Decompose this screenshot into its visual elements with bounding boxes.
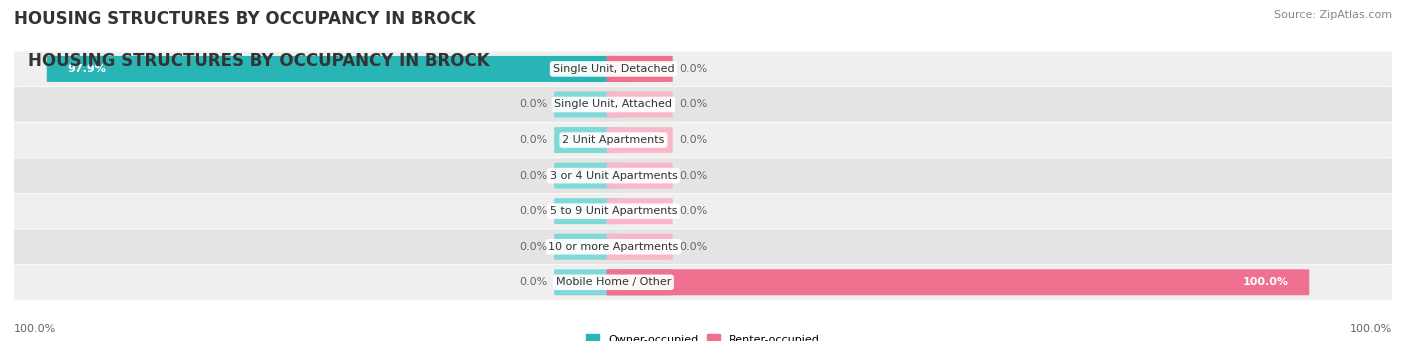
Text: 0.0%: 0.0% bbox=[679, 206, 707, 216]
Text: 0.0%: 0.0% bbox=[519, 100, 547, 109]
FancyBboxPatch shape bbox=[7, 265, 1399, 300]
FancyBboxPatch shape bbox=[7, 229, 1399, 264]
FancyBboxPatch shape bbox=[554, 56, 620, 82]
FancyBboxPatch shape bbox=[606, 269, 1309, 295]
Text: 0.0%: 0.0% bbox=[519, 206, 547, 216]
Text: 3 or 4 Unit Apartments: 3 or 4 Unit Apartments bbox=[550, 170, 678, 181]
Text: 0.0%: 0.0% bbox=[519, 170, 547, 181]
Text: Mobile Home / Other: Mobile Home / Other bbox=[555, 277, 671, 287]
Text: 10 or more Apartments: 10 or more Apartments bbox=[548, 242, 679, 252]
Text: 97.9%: 97.9% bbox=[67, 64, 107, 74]
FancyBboxPatch shape bbox=[7, 194, 1399, 228]
Text: 100.0%: 100.0% bbox=[1350, 324, 1392, 334]
Text: 100.0%: 100.0% bbox=[1243, 277, 1289, 287]
Text: 5 to 9 Unit Apartments: 5 to 9 Unit Apartments bbox=[550, 206, 678, 216]
FancyBboxPatch shape bbox=[46, 56, 620, 82]
Text: 2 Unit Apartments: 2 Unit Apartments bbox=[562, 135, 665, 145]
Text: 0.0%: 0.0% bbox=[679, 135, 707, 145]
FancyBboxPatch shape bbox=[554, 198, 620, 224]
FancyBboxPatch shape bbox=[606, 234, 672, 260]
FancyBboxPatch shape bbox=[554, 127, 620, 153]
FancyBboxPatch shape bbox=[606, 198, 672, 224]
Text: Source: ZipAtlas.com: Source: ZipAtlas.com bbox=[1274, 10, 1392, 20]
Text: HOUSING STRUCTURES BY OCCUPANCY IN BROCK: HOUSING STRUCTURES BY OCCUPANCY IN BROCK bbox=[28, 52, 489, 70]
Text: 0.0%: 0.0% bbox=[519, 242, 547, 252]
FancyBboxPatch shape bbox=[554, 269, 620, 295]
FancyBboxPatch shape bbox=[554, 91, 620, 117]
Text: 0.0%: 0.0% bbox=[679, 100, 707, 109]
FancyBboxPatch shape bbox=[606, 127, 672, 153]
FancyBboxPatch shape bbox=[7, 123, 1399, 158]
FancyBboxPatch shape bbox=[606, 56, 672, 82]
FancyBboxPatch shape bbox=[7, 51, 1399, 86]
Text: 0.0%: 0.0% bbox=[519, 277, 547, 287]
Text: 0.0%: 0.0% bbox=[679, 170, 707, 181]
FancyBboxPatch shape bbox=[606, 91, 672, 117]
FancyBboxPatch shape bbox=[7, 158, 1399, 193]
FancyBboxPatch shape bbox=[606, 269, 672, 295]
Text: Single Unit, Attached: Single Unit, Attached bbox=[554, 100, 672, 109]
Text: HOUSING STRUCTURES BY OCCUPANCY IN BROCK: HOUSING STRUCTURES BY OCCUPANCY IN BROCK bbox=[14, 10, 475, 28]
FancyBboxPatch shape bbox=[7, 87, 1399, 122]
Legend: Owner-occupied, Renter-occupied: Owner-occupied, Renter-occupied bbox=[581, 330, 825, 341]
Text: 100.0%: 100.0% bbox=[14, 324, 56, 334]
Text: Single Unit, Detached: Single Unit, Detached bbox=[553, 64, 675, 74]
Text: 0.0%: 0.0% bbox=[519, 135, 547, 145]
Text: 0.0%: 0.0% bbox=[679, 242, 707, 252]
Text: 0.0%: 0.0% bbox=[679, 64, 707, 74]
FancyBboxPatch shape bbox=[606, 163, 672, 189]
FancyBboxPatch shape bbox=[554, 234, 620, 260]
FancyBboxPatch shape bbox=[554, 163, 620, 189]
FancyBboxPatch shape bbox=[606, 56, 634, 82]
